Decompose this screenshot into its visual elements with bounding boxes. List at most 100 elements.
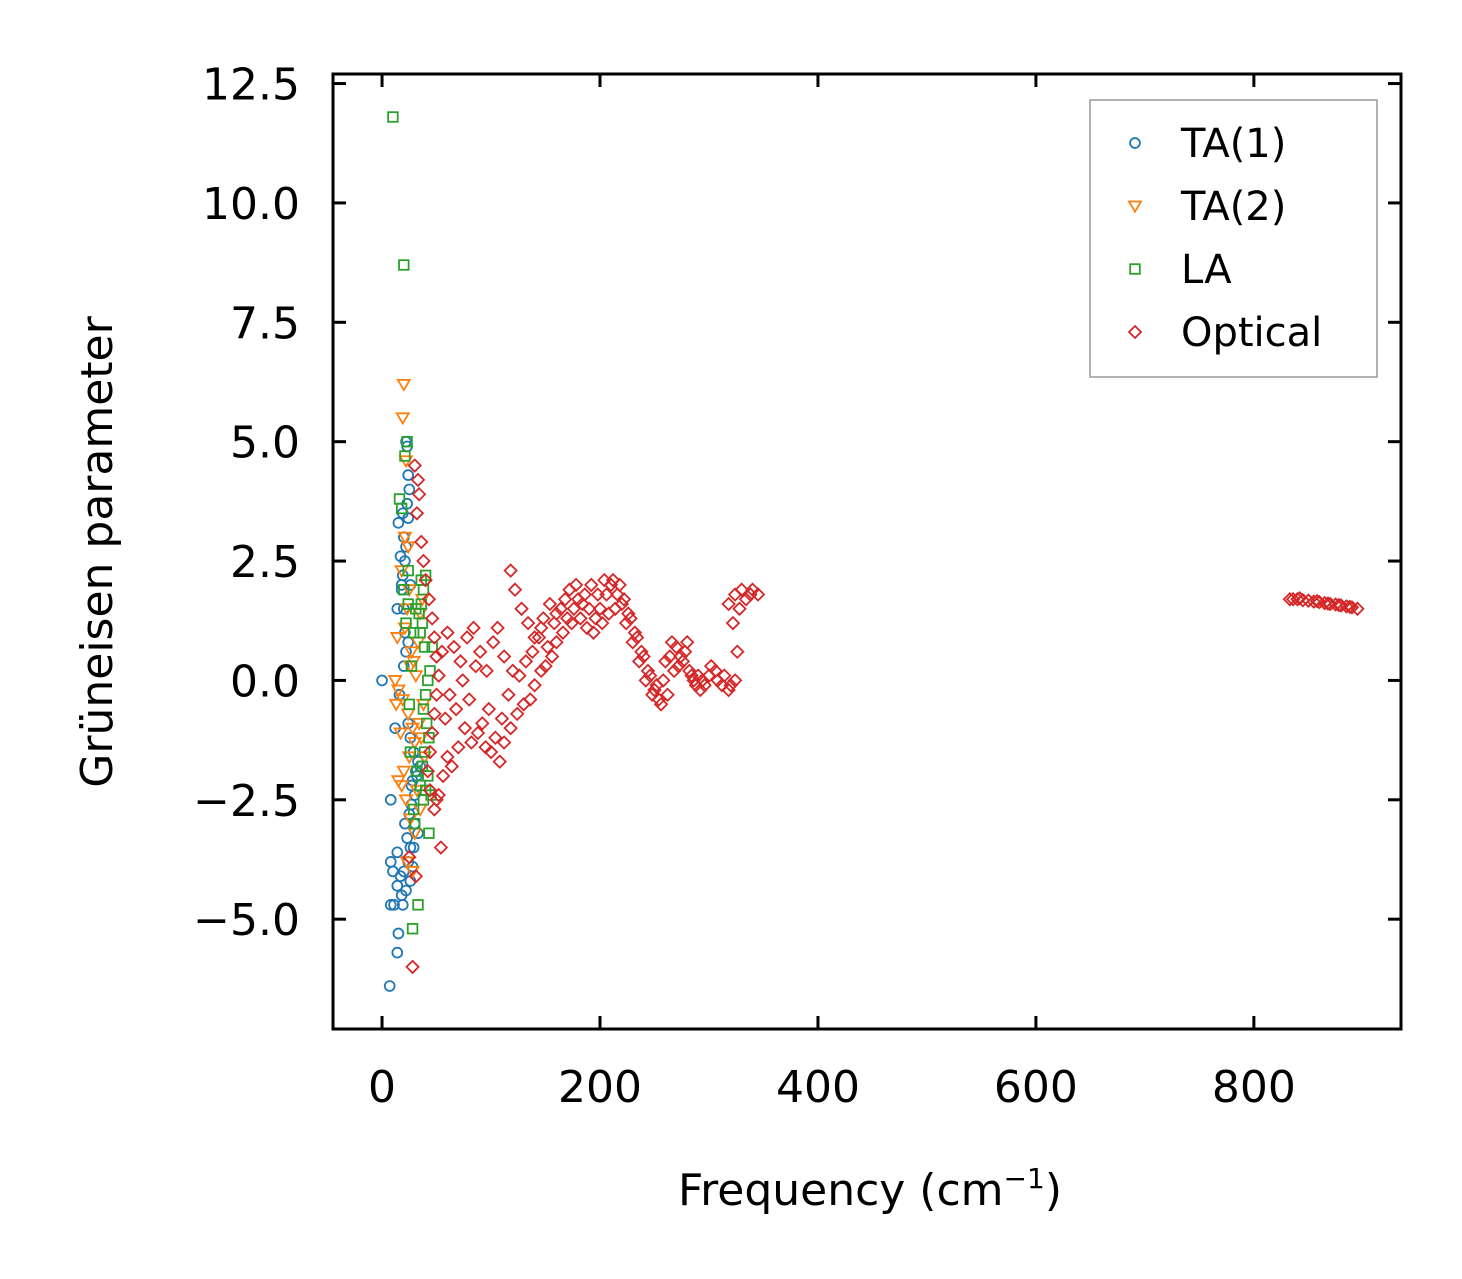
data-point <box>407 626 420 639</box>
data-point <box>470 725 486 741</box>
data-point <box>388 698 404 712</box>
data-point <box>403 646 420 660</box>
data-point <box>410 472 426 488</box>
data-point <box>745 582 760 597</box>
data-point <box>421 717 433 730</box>
data-point <box>1285 591 1301 607</box>
data-point <box>390 684 406 698</box>
data-point <box>625 634 640 650</box>
data-point <box>402 849 417 865</box>
data-point <box>536 611 551 626</box>
data-point <box>424 611 440 626</box>
data-point <box>427 706 442 722</box>
data-point <box>437 711 453 726</box>
data-point <box>1309 593 1325 609</box>
legend-marker <box>1129 263 1141 275</box>
data-point <box>1350 601 1365 617</box>
data-point <box>429 687 444 703</box>
data-point <box>402 598 414 610</box>
data-point <box>653 697 669 712</box>
y-tick-label: −5.0 <box>193 895 300 946</box>
data-point <box>446 639 462 655</box>
data-point <box>750 587 766 602</box>
data-point <box>461 692 477 707</box>
data-point <box>612 577 627 593</box>
data-point <box>540 639 555 655</box>
data-point <box>451 740 466 755</box>
data-point <box>394 565 410 579</box>
data-point <box>407 737 423 750</box>
legend-marker <box>1129 137 1141 149</box>
y-axis-label: Grüneisen parameter <box>72 315 123 787</box>
data-point <box>631 654 647 669</box>
data-point <box>645 687 660 703</box>
data-point <box>721 596 736 612</box>
data-point <box>525 644 540 660</box>
data-point <box>660 687 675 703</box>
y-tick-label: 7.5 <box>230 298 300 349</box>
data-point <box>411 486 427 502</box>
data-point <box>507 582 523 597</box>
data-point <box>512 668 527 683</box>
data-point <box>400 617 412 629</box>
data-point <box>403 698 415 711</box>
data-point <box>538 658 553 674</box>
data-point <box>396 765 412 779</box>
data-point <box>457 720 473 736</box>
data-point <box>695 673 710 688</box>
data-point <box>655 673 671 688</box>
legend-frame <box>1089 99 1378 378</box>
data-point <box>400 541 416 555</box>
data-point <box>725 615 741 631</box>
data-point <box>557 591 573 607</box>
data-point <box>658 654 673 669</box>
legend-marker <box>1127 200 1143 214</box>
data-point <box>427 802 442 817</box>
data-point <box>455 673 470 688</box>
data-point <box>387 675 403 688</box>
data-point <box>669 639 684 655</box>
data-point <box>1333 598 1349 613</box>
data-point <box>579 620 595 636</box>
data-point <box>522 692 538 707</box>
data-point <box>716 668 732 683</box>
data-point <box>666 663 682 679</box>
data-point <box>675 654 691 669</box>
data-point <box>475 716 490 731</box>
data-point <box>415 574 427 586</box>
data-point <box>483 744 499 760</box>
legend-label: TA(1) <box>1180 121 1286 167</box>
data-point <box>588 611 603 626</box>
data-point <box>431 668 446 683</box>
data-point <box>409 506 425 521</box>
data-point <box>404 746 417 758</box>
data-point <box>405 959 420 975</box>
data-point <box>533 663 549 679</box>
data-point <box>629 630 645 645</box>
data-point <box>414 779 426 792</box>
data-point <box>400 884 412 897</box>
data-point <box>494 711 510 726</box>
data-point <box>527 630 542 645</box>
data-point <box>376 674 388 687</box>
data-point <box>407 458 423 473</box>
data-point <box>416 553 431 569</box>
data-point <box>721 682 736 698</box>
data-point <box>738 591 754 607</box>
data-point <box>424 725 440 741</box>
data-point <box>527 677 542 693</box>
data-point <box>395 502 408 515</box>
data-point <box>730 644 745 660</box>
data-point <box>564 615 579 631</box>
data-point <box>573 611 588 626</box>
data-point <box>614 596 630 612</box>
data-point <box>395 412 411 426</box>
data-point <box>1322 596 1338 612</box>
data-point <box>389 632 405 645</box>
data-point <box>406 923 419 935</box>
data-point <box>444 759 460 774</box>
data-point <box>616 591 632 607</box>
data-point <box>1320 596 1336 611</box>
data-point <box>384 793 397 806</box>
x-axis-label: Frequency (cm−1) <box>678 1162 1062 1216</box>
